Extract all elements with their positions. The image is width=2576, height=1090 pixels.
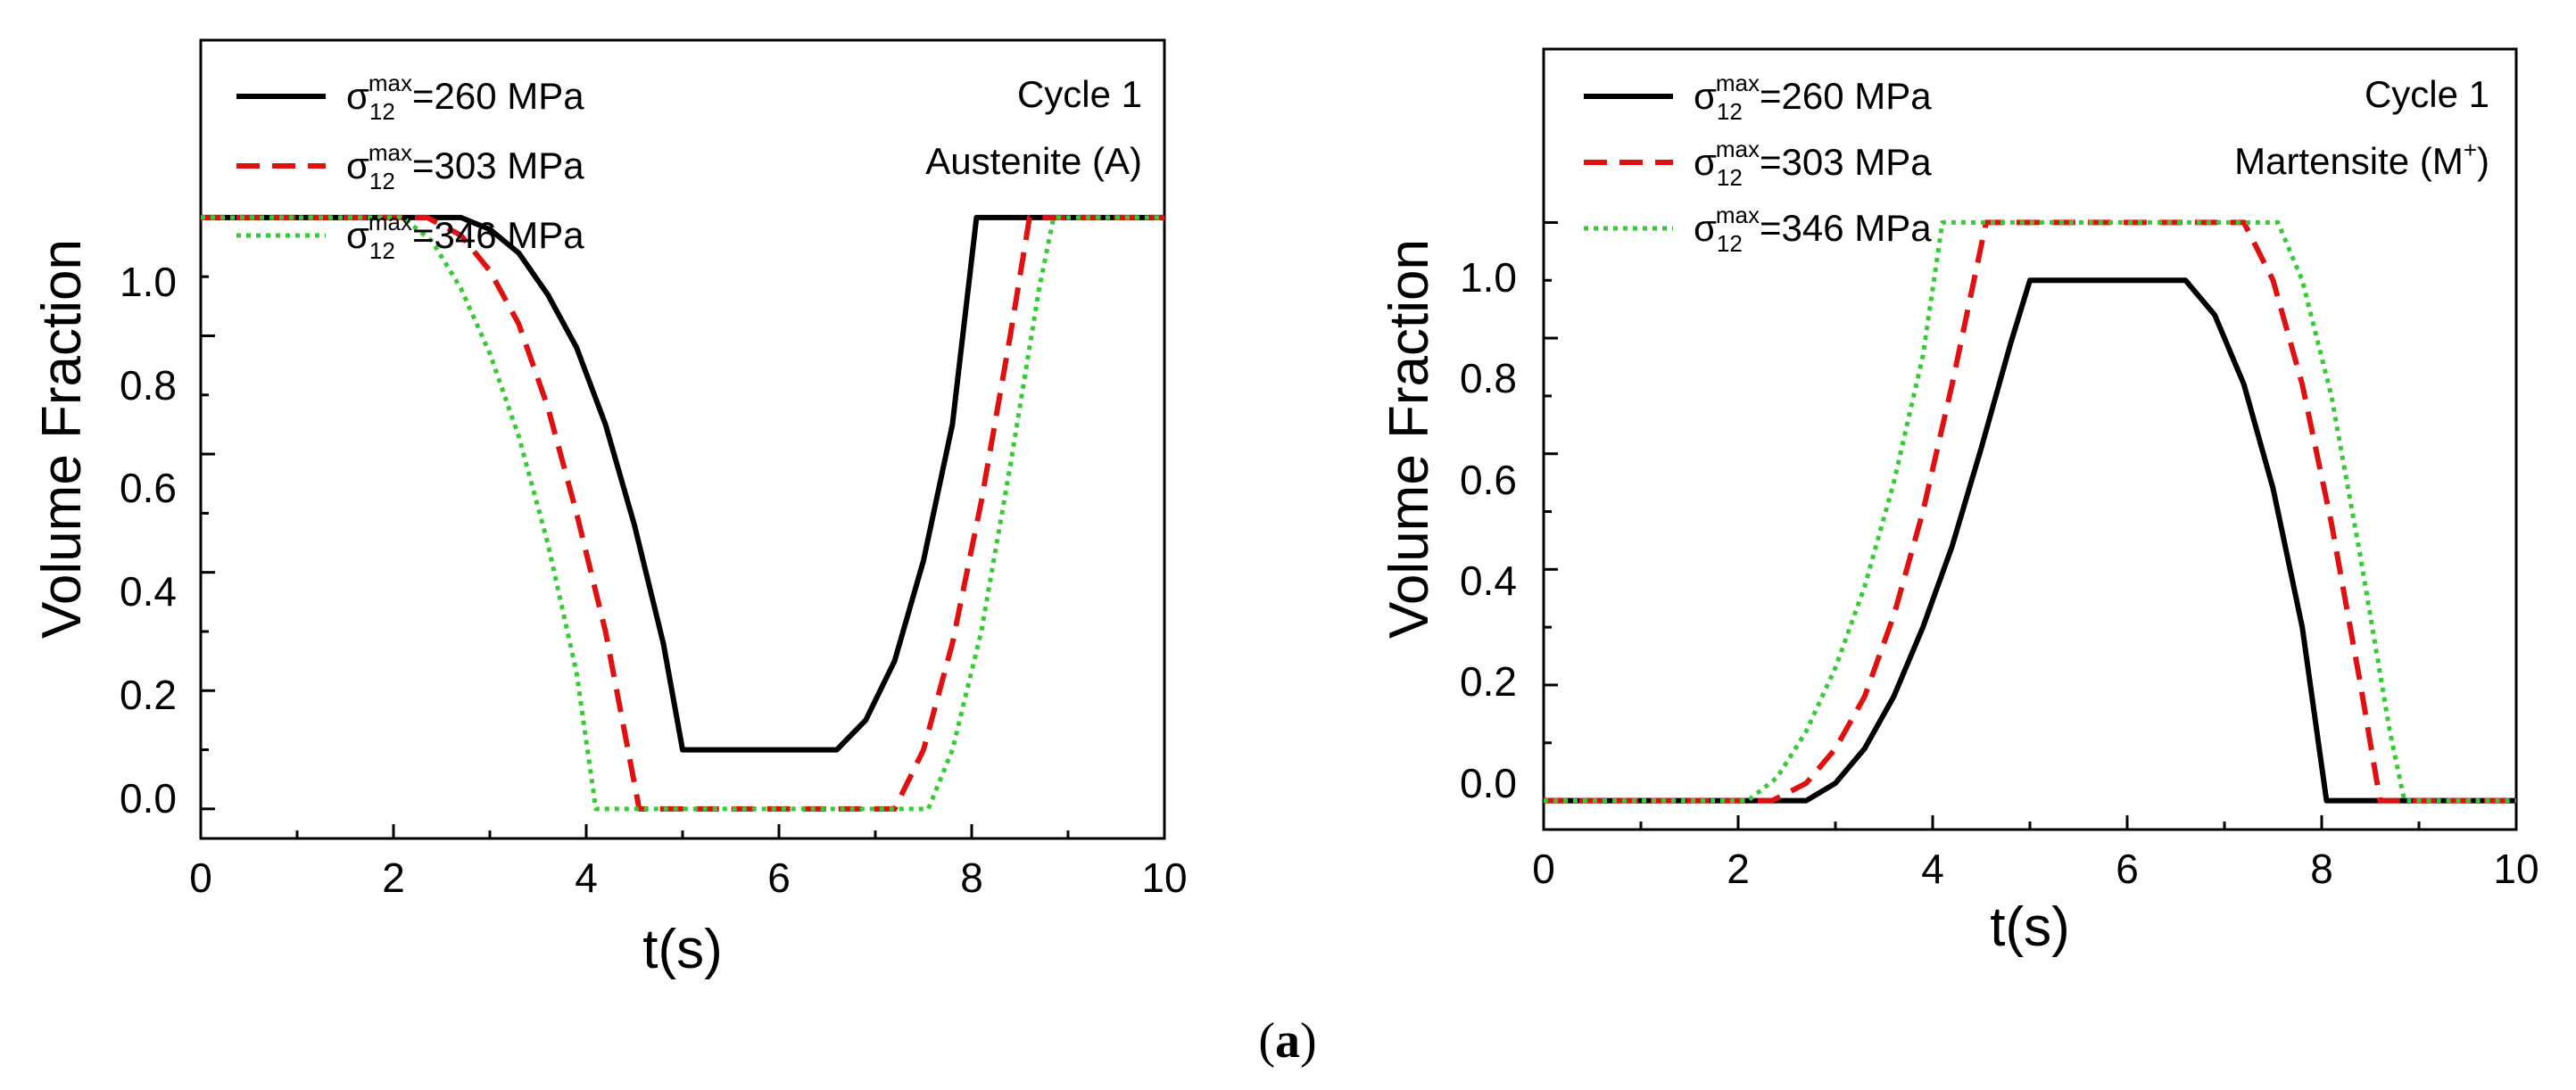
- ytick-label: 0.8: [120, 362, 177, 409]
- xtick-label: 2: [1727, 846, 1750, 892]
- series-line-260: [1544, 277, 2516, 804]
- xtick-label: 0: [1532, 846, 1555, 892]
- xtick-label: 10: [2493, 846, 2539, 892]
- x-axis-label: t(s): [642, 919, 723, 980]
- series-line-346: [1544, 219, 2516, 804]
- series-line-260: [201, 214, 1164, 753]
- ytick-label: 0.6: [1460, 457, 1517, 503]
- annotation-cycle: Cycle 1: [1017, 73, 1142, 115]
- xtick-label: 0: [189, 855, 212, 901]
- y-axis-label: Volume Fraction: [31, 239, 93, 639]
- ytick-label: 0.6: [120, 465, 177, 511]
- legend-label-260: σ12max=260 MPa: [1694, 70, 1932, 125]
- series-line-303: [201, 214, 1164, 812]
- xtick-label: 4: [1921, 846, 1944, 892]
- legend-label-346: σ12max=346 MPa: [346, 209, 584, 264]
- legend-label-303: σ12max=303 MPa: [346, 139, 584, 194]
- ytick-label: 0.0: [120, 775, 177, 822]
- ytick-label: 1.0: [120, 259, 177, 305]
- xtick-label: 8: [2310, 846, 2333, 892]
- legend-martensite: σ12max=260 MPa σ12max=303 MPa σ12max=346…: [1584, 70, 1932, 257]
- chart-martensite: 0.0 0.2 0.4 0.6 0.8 1.0 0 2 4 6 8 10 t(s…: [1379, 47, 2539, 958]
- ytick-label: 0.2: [1460, 658, 1517, 705]
- series-martensite: [1544, 219, 2516, 804]
- legend-label-346: σ12max=346 MPa: [1694, 202, 1932, 257]
- figure-caption: (a): [1258, 1013, 1316, 1069]
- ytick-label: 0.8: [1460, 355, 1517, 401]
- series-line-346: [201, 215, 1164, 812]
- ytick-label: 0.4: [1460, 557, 1517, 604]
- xtick-label: 4: [575, 855, 598, 901]
- annotation-cycle: Cycle 1: [2365, 73, 2489, 115]
- ytick-label: 0.0: [1460, 760, 1517, 806]
- annotation-phase: Martensite (M+): [2234, 136, 2489, 182]
- xtick-label: 6: [767, 855, 791, 901]
- series-line-303: [1544, 219, 2516, 804]
- xtick-label: 10: [1141, 855, 1187, 901]
- ytick-label: 0.4: [120, 568, 177, 615]
- xtick-label: 6: [2116, 846, 2139, 892]
- annotation-phase: Austenite (A): [925, 140, 1142, 182]
- legend-label-303: σ12max=303 MPa: [1694, 136, 1932, 191]
- y-axis-label: Volume Fraction: [1379, 239, 1440, 639]
- xtick-label: 8: [960, 855, 983, 901]
- legend-label-260: σ12max=260 MPa: [346, 70, 584, 125]
- legend-austenite: σ12max=260 MPa σ12max=303 MPa σ12max=346…: [236, 70, 584, 264]
- chart-austenite: 0.0 0.2 0.4 0.6 0.8 1.0 0 2 4 6 8 10 t(s…: [31, 38, 1188, 980]
- xtick-label: 2: [382, 855, 405, 901]
- ytick-label: 0.2: [120, 672, 177, 718]
- x-axis-label: t(s): [1990, 896, 2070, 958]
- series-austenite: [201, 214, 1164, 812]
- ytick-label: 1.0: [1460, 254, 1517, 301]
